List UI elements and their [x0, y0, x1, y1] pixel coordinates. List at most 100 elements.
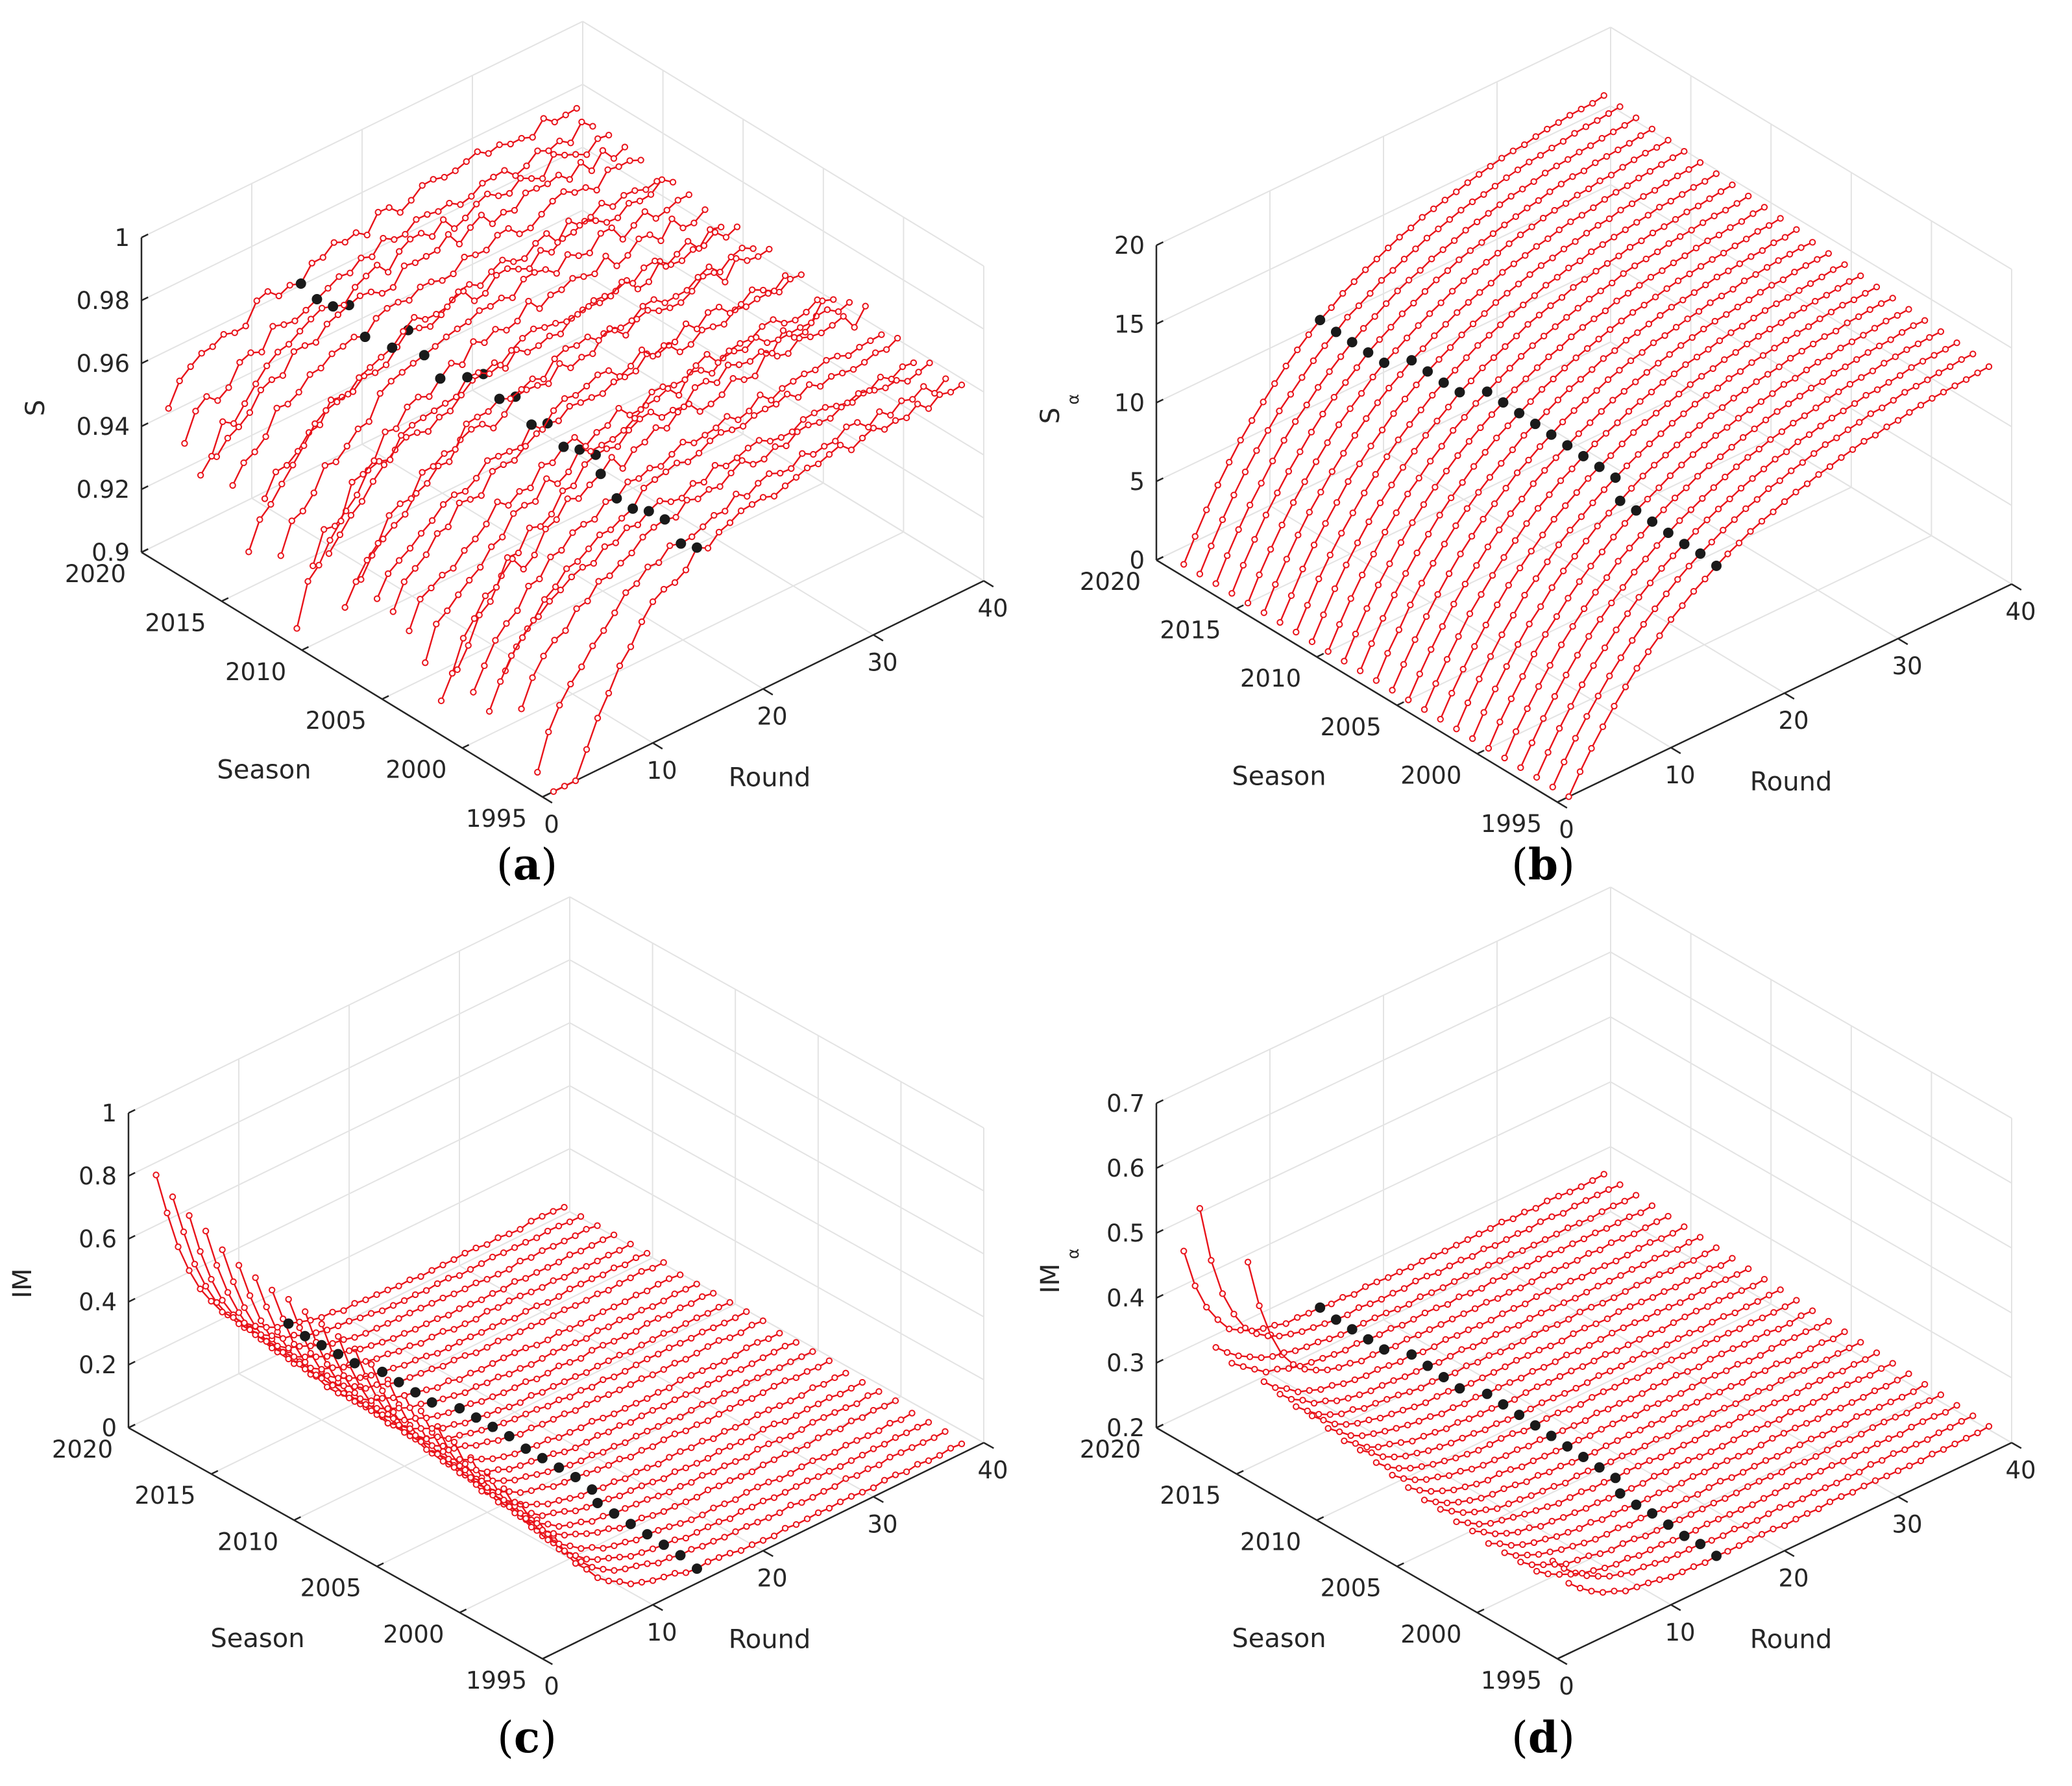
data-point [1466, 610, 1474, 617]
data-point [689, 480, 697, 487]
data-point [1589, 499, 1596, 506]
data-point [1931, 352, 1938, 359]
data-point [1339, 289, 1347, 297]
data-point [1525, 1443, 1532, 1450]
data-point [680, 403, 688, 410]
data-point [1528, 223, 1535, 230]
data-point [710, 1435, 717, 1443]
data-point [825, 1428, 833, 1436]
data-point [710, 1397, 717, 1404]
data-point [1552, 1358, 1559, 1365]
data-point [1752, 271, 1759, 278]
data-point [514, 607, 521, 615]
data-point [1663, 590, 1670, 598]
data-point [583, 1263, 590, 1270]
data-point [781, 1489, 789, 1496]
data-point [1276, 1391, 1284, 1398]
data-point [1441, 197, 1448, 204]
data-point [1585, 185, 1592, 193]
data-point [415, 393, 422, 400]
data-point [1947, 1424, 1954, 1431]
data-point [1324, 1425, 1332, 1432]
data-point [1661, 1378, 1668, 1386]
data-point [707, 226, 714, 233]
data-point [1683, 484, 1690, 491]
data-point [329, 1308, 336, 1315]
data-point [1598, 1208, 1605, 1216]
season-tick [1396, 1562, 1404, 1567]
data-point [1432, 1499, 1439, 1506]
data-point [1711, 1281, 1718, 1288]
data-point [1390, 1377, 1397, 1384]
data-point [378, 354, 385, 361]
data-point [1642, 1224, 1649, 1231]
data-point [1297, 448, 1304, 456]
data-point [1652, 293, 1659, 300]
z-tick-label: 10 [1114, 389, 1145, 417]
data-point [504, 265, 511, 273]
z-axis-label-subscript: α [1064, 1249, 1082, 1259]
critical-point [1498, 397, 1509, 408]
data-point [1538, 1399, 1546, 1406]
data-point [1541, 1364, 1548, 1371]
critical-point [1663, 527, 1674, 538]
data-point [1333, 499, 1341, 506]
data-point [345, 1394, 353, 1402]
data-point [450, 1356, 457, 1364]
data-point [406, 1374, 413, 1381]
data-point [1417, 406, 1424, 413]
data-point [783, 442, 790, 450]
data-point [607, 526, 615, 533]
season-axis-label: Season [217, 755, 311, 785]
data-point [528, 1487, 535, 1495]
data-point [671, 1326, 678, 1334]
data-point [770, 1494, 778, 1501]
data-point [659, 383, 666, 391]
data-point [267, 500, 274, 508]
data-point [472, 201, 480, 208]
data-point [649, 1406, 656, 1414]
data-point [1370, 1430, 1377, 1437]
data-point [572, 1232, 579, 1240]
data-point [1411, 448, 1418, 455]
data-point [1578, 681, 1586, 689]
data-point [1535, 312, 1543, 319]
data-point [1759, 1405, 1767, 1412]
data-point [1826, 463, 1834, 471]
data-point [600, 1512, 607, 1520]
data-point [483, 1241, 491, 1248]
data-point [1526, 620, 1533, 628]
data-point [1576, 1219, 1583, 1227]
data-point [716, 483, 724, 490]
data-point [652, 257, 659, 265]
data-point [389, 1394, 397, 1401]
data-point [1672, 215, 1679, 223]
data-point [1295, 1388, 1302, 1395]
data-point [1727, 1292, 1734, 1299]
data-point [722, 508, 729, 515]
data-point [1623, 462, 1631, 469]
data-point [1272, 1384, 1279, 1391]
grid-line [293, 1303, 736, 1521]
data-point [1728, 1474, 1735, 1481]
data-point [765, 1369, 772, 1376]
data-point [467, 1430, 474, 1437]
data-point [1626, 1521, 1633, 1528]
data-point [1812, 1452, 1820, 1460]
data-point [476, 307, 483, 314]
data-point [1768, 1345, 1775, 1352]
grid-line [1610, 184, 2012, 428]
data-point [914, 1423, 921, 1431]
data-point [444, 303, 451, 310]
data-point [472, 1279, 480, 1286]
data-point [1495, 376, 1502, 384]
data-point [1604, 1406, 1612, 1413]
data-point [1571, 130, 1578, 137]
data-point [312, 1353, 320, 1360]
data-point [865, 423, 872, 431]
data-point [506, 1371, 513, 1378]
data-point [273, 404, 280, 411]
data-point [647, 191, 655, 198]
data-point [1571, 1509, 1578, 1517]
z-axis-label-group: IM [8, 1268, 38, 1298]
